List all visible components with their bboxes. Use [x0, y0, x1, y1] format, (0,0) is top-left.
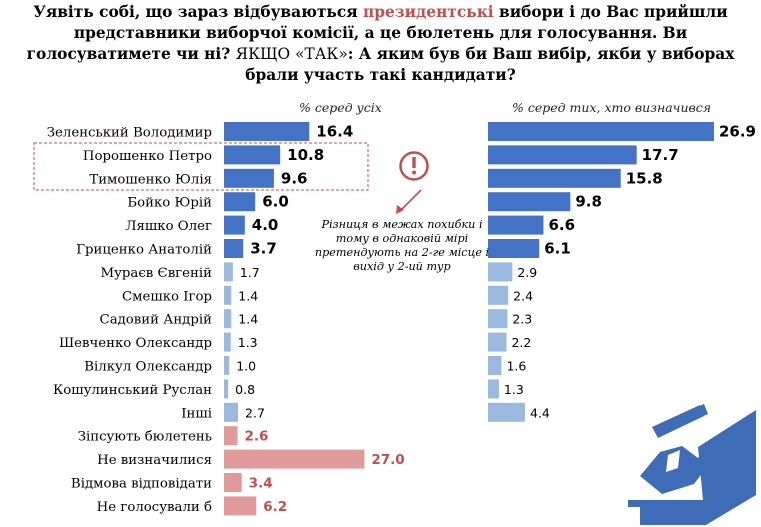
ballot-box-icon: [628, 404, 756, 525]
category-label: Не визначилися: [97, 453, 212, 468]
value-label-all: 9.6: [281, 169, 308, 187]
bar-all: [224, 496, 257, 516]
bar-all: [224, 309, 232, 329]
title-part-2: вибори і до Вас прийшли представники виб…: [26, 3, 728, 63]
title-part-3: : А яким був би Ваш вибір, якби у вибора…: [245, 45, 735, 84]
value-label-decided: 6.1: [544, 240, 571, 258]
category-label: Зіпсують бюлетень: [78, 430, 212, 445]
bar-all: [224, 239, 244, 258]
category-label: Інші: [181, 406, 212, 421]
exclamation-circle-icon: [399, 151, 429, 181]
value-label-all: 3.4: [249, 476, 273, 492]
bar-decided: [488, 309, 508, 329]
bar-decided: [488, 356, 502, 375]
bar-all: [224, 168, 274, 188]
bar-decided: [488, 192, 571, 212]
bar-all: [224, 449, 365, 469]
category-label: Не голосували б: [97, 500, 212, 515]
bar-decided: [488, 145, 637, 165]
bar-decided: [488, 332, 507, 352]
bar-all: [224, 379, 229, 399]
arrow-icon: [396, 189, 422, 214]
bar-all: [224, 262, 233, 282]
value-label-all: 10.8: [287, 146, 324, 164]
category-label: Гриценко Анатолій: [76, 243, 212, 258]
bar-all: [224, 426, 238, 446]
category-label: Бойко Юрій: [127, 196, 212, 211]
header-decided: % серед тих, хто визначився: [512, 100, 712, 115]
bar-all: [224, 473, 242, 492]
value-label-all: 6.2: [263, 499, 287, 515]
category-label: Кошулинський Руслан: [53, 383, 212, 398]
value-label-all: 2.6: [245, 429, 269, 445]
category-label: Відмова відповідати: [71, 477, 212, 492]
title-condition: ЯКЩО «ТАК»: [235, 45, 348, 63]
value-label-decided: 1.3: [504, 382, 524, 397]
bar-decided: [488, 285, 509, 305]
bar-decided: [488, 402, 525, 422]
title-part-1: Уявіть собі, що зараз відбуваються: [33, 3, 363, 21]
bar-all: [224, 402, 239, 422]
bar-decided: [488, 122, 714, 141]
value-label-decided: 6.6: [548, 216, 575, 234]
value-label-decided: 4.4: [530, 405, 550, 420]
value-label-all: 1.4: [238, 288, 258, 303]
margin-of-error-note: Різниця в межах похибки і тому в однаков…: [314, 218, 490, 273]
header-all: % серед усіх: [299, 100, 382, 115]
category-label: Смешко Ігор: [122, 289, 212, 304]
category-label: Шевченко Олександр: [59, 336, 212, 351]
highlight-box: [33, 142, 369, 191]
category-label: Садовий Андрій: [100, 313, 213, 328]
value-label-decided: 15.8: [626, 169, 663, 187]
bar-all: [224, 122, 310, 141]
value-label-decided: 2.2: [511, 335, 531, 350]
value-label-all: 2.7: [245, 405, 265, 420]
value-label-decided: 17.7: [642, 146, 679, 164]
value-label-decided: 2.4: [513, 288, 533, 303]
bar-decided: [488, 215, 544, 235]
bar-all: [224, 332, 231, 352]
value-label-all: 6.0: [262, 193, 289, 211]
bar-all: [224, 145, 281, 165]
value-label-all: 1.3: [238, 335, 258, 350]
bar-all: [224, 215, 245, 235]
bar-decided: [488, 239, 540, 258]
value-label-all: 27.0: [371, 452, 404, 468]
value-label-decided: 2.3: [512, 312, 532, 327]
bar-all: [224, 356, 230, 375]
title-highlight: президентські: [362, 3, 494, 21]
value-label-all: 4.0: [252, 216, 279, 234]
value-label-all: 1.7: [240, 265, 260, 280]
bars-decided-group: 26.9 17.7 15.8 9.86.6 6.1 2.9 2.4 2.3 2.2 1.6 1.3 4…: [488, 122, 756, 422]
chart-title: Уявіть собі, що зараз відбуваються прези…: [6, 2, 755, 86]
category-label: Ляшко Олег: [125, 219, 212, 234]
bar-all: [224, 192, 256, 212]
value-label-all: 16.4: [316, 123, 353, 141]
value-label-decided: 9.8: [575, 193, 602, 211]
category-label: Зеленський Володимир: [47, 126, 212, 141]
bar-decided: [488, 168, 621, 188]
bar-decided: [488, 379, 499, 399]
category-label: Порошенко Петро: [83, 149, 212, 164]
bar-decided: [488, 262, 513, 282]
value-label-all: 0.8: [235, 382, 255, 397]
bars-all-group: Зеленський Володимир 16.4 Порошенко Петро 1…: [47, 122, 405, 516]
value-label-all: 3.7: [250, 240, 277, 258]
value-label-decided: 1.6: [506, 359, 526, 374]
value-label-decided: 2.9: [517, 265, 537, 280]
bar-all: [224, 285, 232, 305]
category-label: Тимошенко Юлія: [89, 172, 212, 187]
value-label-all: 1.4: [238, 312, 258, 327]
category-label: Вілкул Олександр: [84, 360, 212, 375]
value-label-all: 1.0: [236, 359, 256, 374]
category-label: Мураєв Євгеній: [100, 266, 212, 281]
value-label-decided: 26.9: [719, 123, 756, 141]
